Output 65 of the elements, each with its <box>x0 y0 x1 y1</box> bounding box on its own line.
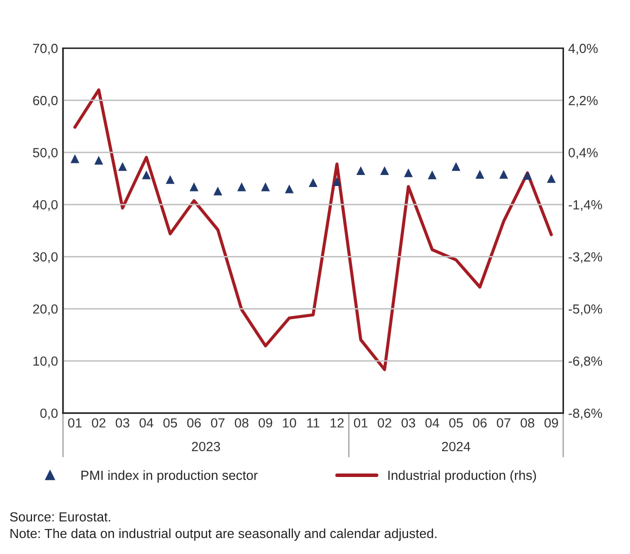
x-tick-label: 11 <box>307 418 320 428</box>
point <box>142 170 151 180</box>
text: 2024 <box>442 442 470 452</box>
y-tick-label: 20,0 <box>33 304 58 316</box>
point <box>94 156 104 165</box>
x-tick-label: 03 <box>402 418 416 428</box>
x-tick-label: 08 <box>234 418 248 428</box>
x-tick-label: 05 <box>449 418 463 428</box>
x-tick-label: 07 <box>211 418 225 428</box>
x-tick-label: 01 <box>68 418 82 428</box>
point <box>404 168 413 178</box>
x-tick-label: 06 <box>473 418 487 428</box>
point <box>308 178 318 188</box>
x-tick-label: 02 <box>92 418 106 428</box>
y-tick-label: 40,0 <box>32 200 58 212</box>
point <box>284 184 294 194</box>
y2-tick-label: -6,8% <box>568 356 602 368</box>
point <box>475 170 484 179</box>
text: 2023 <box>192 442 220 452</box>
x-tick-label: 10 <box>282 418 296 428</box>
x-tick-label: 12 <box>330 418 344 428</box>
point <box>70 154 80 164</box>
y2-tick-label: 4,0% <box>568 44 598 55</box>
y2-tick-label: -5,0% <box>568 304 602 316</box>
x-tick-label: 09 <box>258 418 272 428</box>
point <box>190 182 198 192</box>
point <box>356 166 366 176</box>
point <box>166 175 175 184</box>
x-tick-label: 06 <box>187 418 201 428</box>
point <box>332 177 342 186</box>
point <box>118 162 127 171</box>
point <box>523 170 532 180</box>
line-series <box>73 88 553 372</box>
y-tick-label: 0,0 <box>40 408 58 420</box>
point <box>237 182 246 192</box>
point <box>380 166 389 176</box>
x-tick-label: 03 <box>116 418 130 428</box>
y-tick-label: 70,0 <box>33 44 58 55</box>
x-tick-label: 04 <box>425 418 440 428</box>
y-tick-label: 10,0 <box>33 356 58 368</box>
point <box>546 174 556 183</box>
point <box>428 170 437 180</box>
y-tick-label: 60,0 <box>33 96 58 107</box>
y2-tick-label: -3,2% <box>568 252 602 264</box>
x-tick-label: 05 <box>163 418 177 428</box>
y2-tick-label: 0,4% <box>568 148 598 159</box>
x-tick-label: 04 <box>140 418 154 428</box>
point <box>261 182 270 192</box>
x-tick-label: 08 <box>520 418 534 428</box>
x-tick-label: 09 <box>544 418 558 428</box>
point <box>452 162 460 171</box>
legend-label: Industrial production (rhs) <box>388 470 536 483</box>
source-note: Source: Eurostat. <box>10 512 110 522</box>
legend-label: PMI index in production sector <box>81 470 258 483</box>
x-tick-label: 07 <box>496 418 510 428</box>
text: Note: The data on industrial output are seasonally and calendar adjusted. <box>10 528 436 541</box>
y2-tick-label: -8,6% <box>568 408 602 420</box>
y-tick-label: 50,0 <box>32 148 58 159</box>
point <box>213 186 222 196</box>
y-tick-label: 30,0 <box>32 252 58 264</box>
point <box>499 170 508 179</box>
y2-tick-label: 2,2% <box>568 96 598 107</box>
y2-tick-label: -1,4% <box>568 200 602 212</box>
x-tick-label: 02 <box>378 418 392 428</box>
x-tick-label: 01 <box>354 418 368 428</box>
